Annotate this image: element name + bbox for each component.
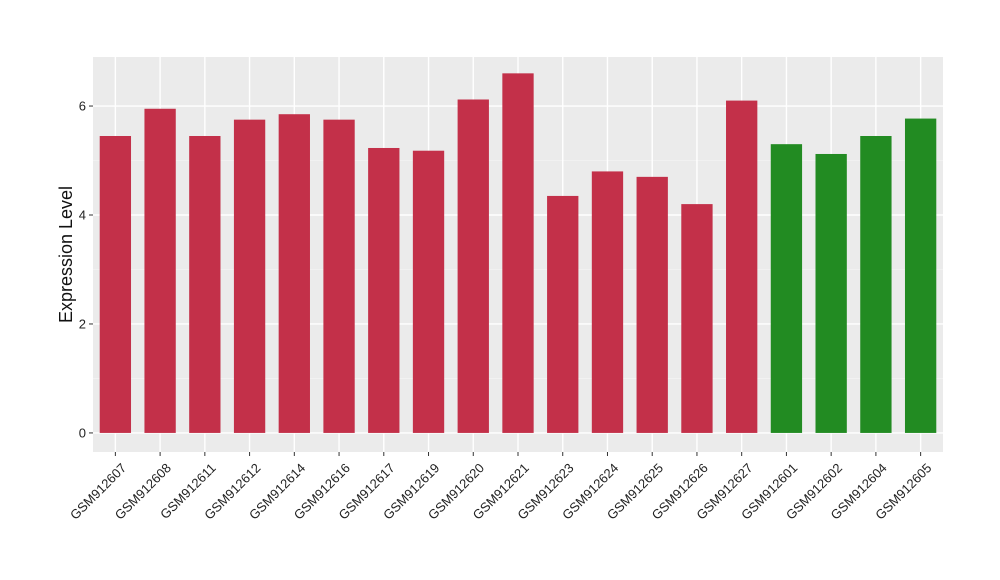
bar-gsm912602	[815, 153, 847, 433]
bars	[99, 73, 937, 433]
y-tick-label: 6	[79, 99, 86, 114]
bar-gsm912601	[770, 144, 803, 433]
bar-gsm912604	[860, 136, 892, 433]
x-axis: GSM912607GSM912608GSM912611GSM912612GSM9…	[67, 452, 935, 523]
bar-gsm912625	[636, 176, 668, 433]
bar-gsm912614	[278, 114, 310, 433]
y-tick-label: 4	[79, 208, 86, 223]
y-axis: 0 2 4 6	[79, 99, 93, 440]
bar-gsm912623	[547, 195, 579, 433]
bar-gsm912616	[323, 119, 355, 433]
bar-gsm912607	[99, 136, 132, 433]
bar-gsm912626	[681, 204, 713, 433]
bar-gsm912619	[412, 150, 445, 433]
bar-gsm912617	[368, 147, 400, 433]
bar-gsm912608	[144, 108, 176, 433]
bar-gsm912621	[502, 73, 534, 433]
y-axis-title: Expression Level	[56, 186, 76, 323]
bar-gsm912612	[233, 119, 266, 433]
y-tick-label: 2	[79, 316, 86, 331]
bar-gsm912624	[591, 171, 624, 433]
bar-gsm912605	[904, 118, 937, 433]
bar-gsm912611	[189, 136, 221, 433]
y-tick-label: 0	[79, 425, 86, 440]
bar-gsm912627	[726, 100, 758, 433]
bar-gsm912620	[457, 99, 489, 433]
